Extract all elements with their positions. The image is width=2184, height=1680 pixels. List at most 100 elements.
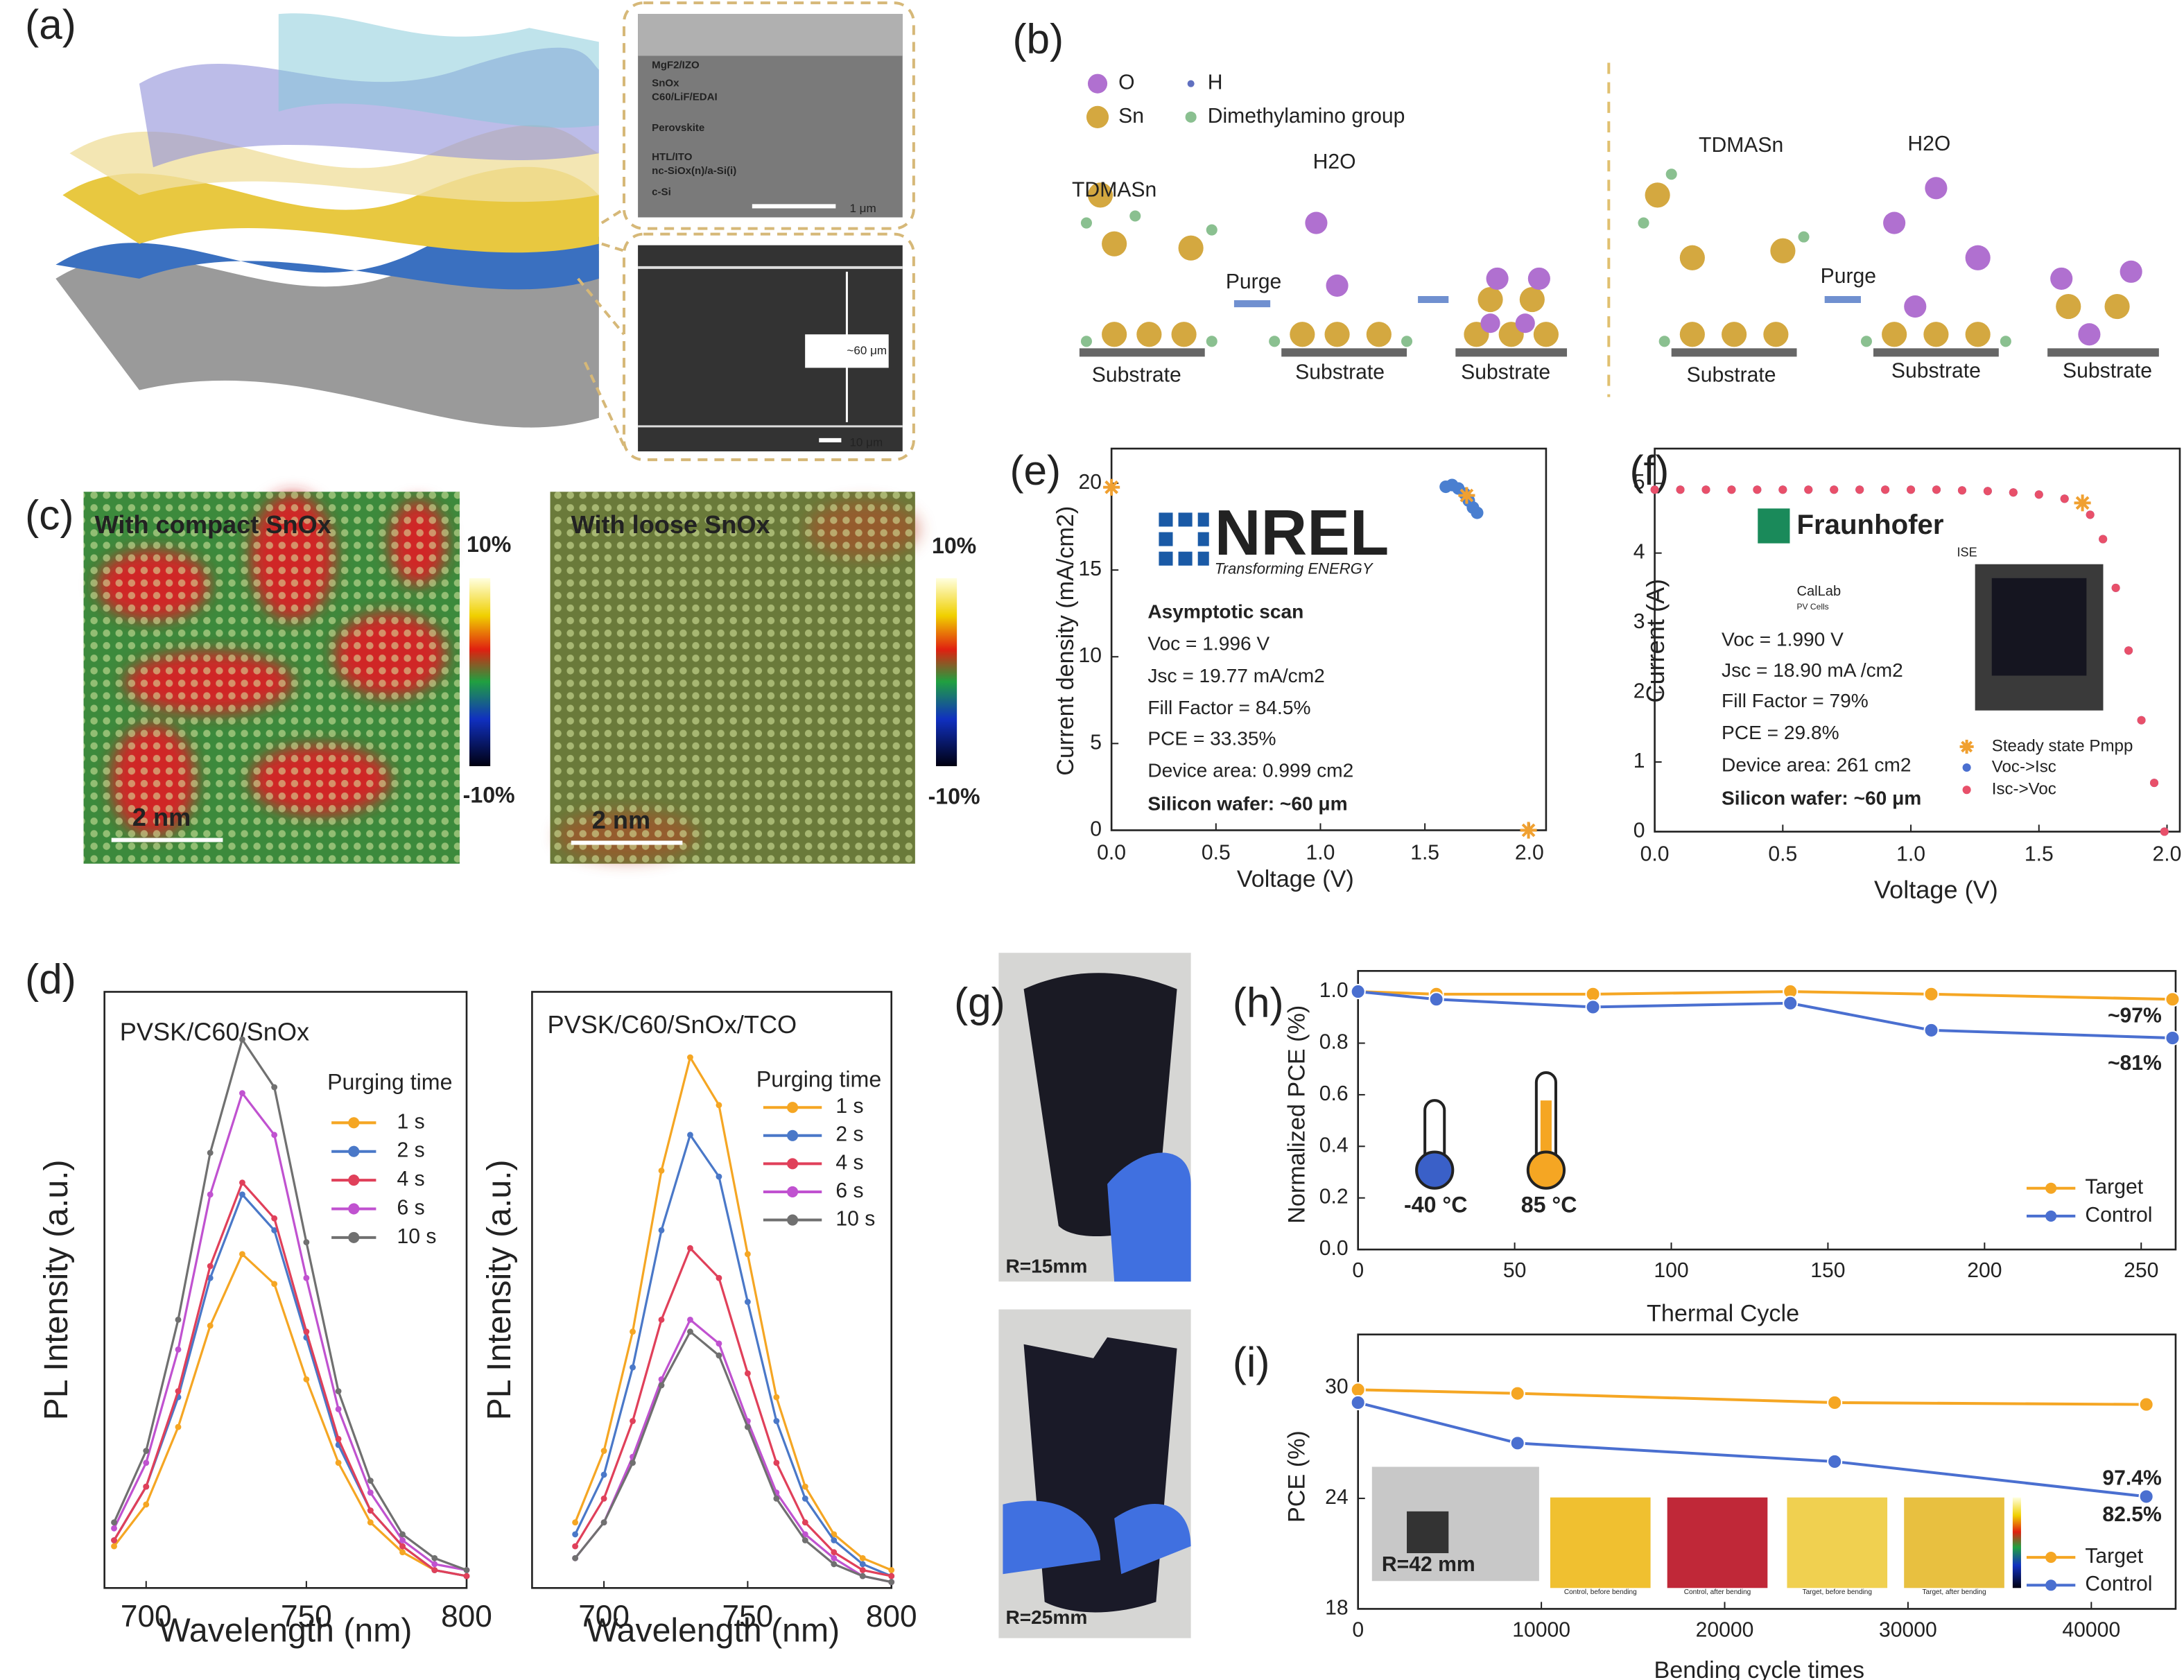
ald-diagram-part: [1079, 348, 1205, 357]
inset-graphics-part: [1787, 1497, 1888, 1588]
point: [1350, 1394, 1366, 1410]
legend-marker: [787, 1186, 799, 1197]
point: [239, 1036, 245, 1043]
point: [1855, 485, 1864, 494]
ald-diagram-part: [1086, 105, 1109, 128]
point: [600, 1471, 607, 1478]
point: [143, 1483, 150, 1490]
point: [773, 1394, 780, 1401]
ald-diagram-part-part: [2120, 260, 2142, 283]
point: [2086, 510, 2095, 519]
point: [463, 1573, 470, 1579]
diagram-label: H2O: [1907, 132, 1950, 155]
legend-label: 10 s: [397, 1225, 437, 1248]
point: [2165, 991, 2181, 1007]
point: [271, 1132, 278, 1138]
annotation: 97.4%: [2102, 1467, 2161, 1490]
diagram-label: Substrate: [1092, 363, 1181, 386]
x-tick-label: 700: [578, 1600, 630, 1634]
ald-diagram-part-part: [1882, 322, 1907, 347]
panel-label: (g): [954, 978, 1005, 1025]
annotation: Target, after bending: [1923, 1588, 1986, 1596]
annotation: ISE: [1957, 545, 1977, 559]
y-axis-label: Current density (mA/cm2): [1052, 506, 1079, 776]
legend-label: Control: [2085, 1573, 2152, 1595]
sem-image-part: [622, 1, 915, 230]
legend-marker: [787, 1214, 799, 1226]
x-tick-label: 0.5: [1202, 842, 1231, 865]
legend-label: Target: [2085, 1545, 2143, 1568]
ald-diagram-part-part: [1527, 267, 1550, 290]
point: [831, 1549, 838, 1556]
inset-graphics: [1159, 508, 2104, 1588]
point: [1727, 485, 1736, 494]
legend-label: 2 s: [835, 1123, 863, 1146]
y-axis-label: Normalized PCE (%): [1283, 1005, 1310, 1224]
point: [2124, 646, 2133, 655]
annotation: Silicon wafer: ~60 μm: [1722, 788, 1921, 809]
annotation: R=42 mm: [1382, 1553, 1475, 1576]
inset-graphics-part-part: [1197, 532, 1209, 546]
ald-diagram-part-part: [1087, 182, 1113, 208]
point: [1957, 486, 1966, 495]
plot-frame: [531, 991, 893, 1589]
series-line: [574, 1246, 892, 1577]
inset-graphics-part-part: [1159, 551, 1173, 566]
inset-graphics-part-part: [1197, 512, 1209, 527]
point: [888, 1573, 895, 1579]
ald-diagram-part-part: [1860, 336, 1872, 347]
point: [1907, 485, 1916, 494]
y-tick-label: 5: [1090, 731, 1102, 754]
inset-graphics-part: [1904, 1497, 2004, 1588]
star-marker: [1520, 822, 1537, 839]
chart-title: PVSK/C60/SnOx/TCO: [548, 1010, 797, 1039]
inset-graphics-part: [1415, 1150, 1455, 1190]
legend-label: 1 s: [397, 1110, 425, 1133]
point: [1753, 485, 1762, 494]
x-tick-label: 750: [722, 1600, 774, 1634]
series-line: [1358, 990, 2173, 1001]
annotation: Voc = 1.990 V: [1722, 629, 1844, 650]
legend-marker: [2045, 1210, 2057, 1222]
x-tick-label: 10000: [1512, 1619, 1570, 1642]
legend-marker: [787, 1129, 799, 1141]
point: [687, 1328, 693, 1335]
point: [2138, 1489, 2154, 1505]
map-label: 2 nm: [132, 803, 191, 831]
point: [716, 1102, 722, 1109]
point: [1932, 485, 1941, 494]
point: [175, 1388, 182, 1394]
ald-diagram-part-part: [1965, 245, 1991, 270]
x-tick-label: 150: [1810, 1259, 1845, 1282]
series-line: [1358, 990, 2173, 1040]
point: [1783, 995, 1799, 1011]
ald-diagram-part-part: [1519, 286, 1545, 313]
inset-graphics-part: [2012, 1497, 2021, 1588]
ald-diagram-part-part: [1401, 336, 1413, 347]
point: [335, 1435, 342, 1442]
inset-graphics-part: [1407, 1511, 1449, 1554]
point: [1428, 991, 1444, 1007]
ald-diagram-part-part: [1645, 182, 1670, 208]
y-tick-label: 0.2: [1319, 1186, 1349, 1209]
series-line: [574, 1132, 892, 1577]
legend-label: Steady state Pmpp: [1992, 736, 2133, 755]
x-tick-label: 0: [1352, 1619, 1364, 1642]
point: [716, 1173, 722, 1180]
x-tick-label: 1.5: [2025, 843, 2054, 866]
point: [859, 1561, 866, 1568]
annotation: Device area: 261 cm2: [1722, 754, 1911, 775]
plot-frame: [1357, 970, 2177, 1251]
point: [175, 1423, 182, 1430]
x-tick-label: 0: [1352, 1259, 1364, 1282]
annotation: Asymptotic scan: [1147, 600, 1303, 622]
map-label: With loose SnOx: [571, 510, 770, 539]
ald-diagram-part-part: [1925, 177, 1948, 200]
legend-marker: [787, 1102, 799, 1114]
legend-label: H: [1208, 71, 1223, 94]
x-axis-label: Wavelength (nm): [159, 1611, 412, 1649]
point: [1585, 999, 1601, 1015]
ald-diagram-part-part: [1533, 322, 1559, 347]
point: [2111, 583, 2120, 592]
y-tick-label: 3: [1633, 610, 1645, 633]
